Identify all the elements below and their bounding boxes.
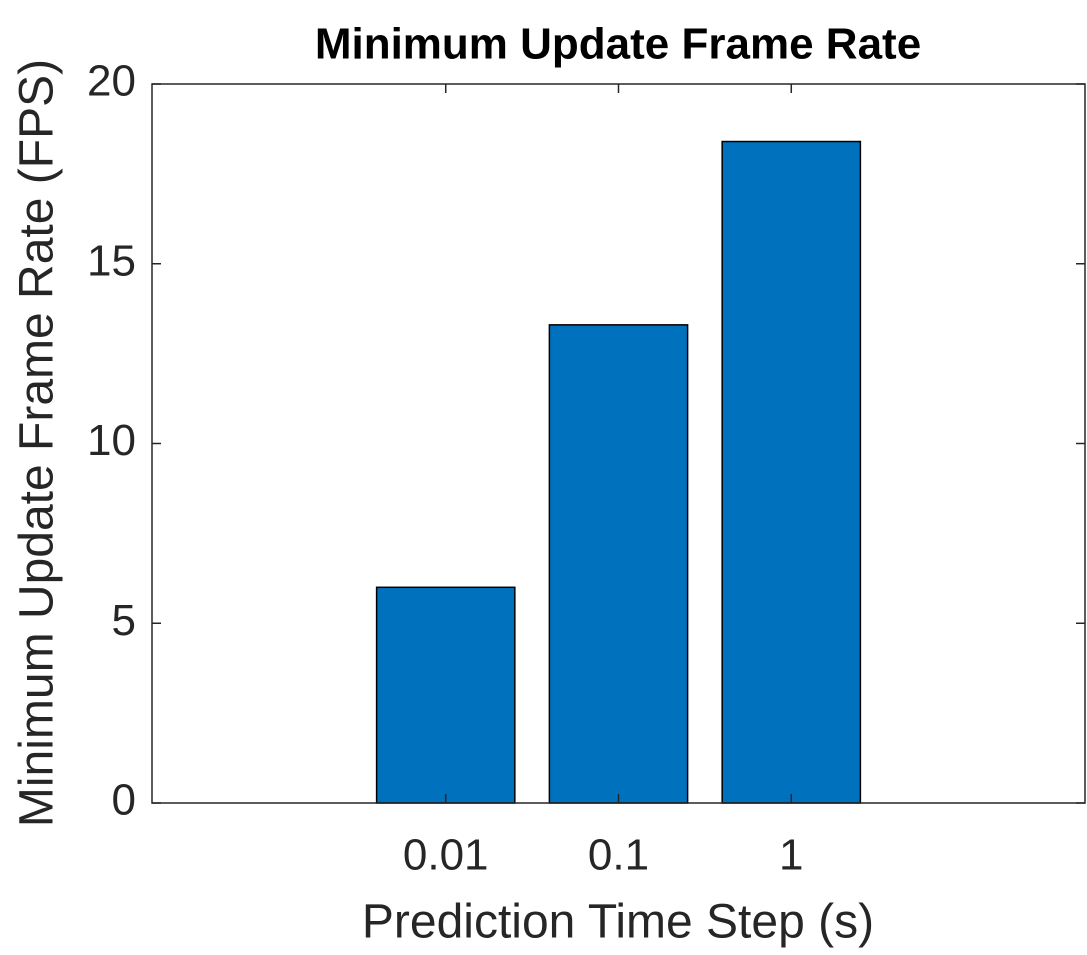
y-tick-label: 0 (112, 776, 136, 825)
y-tick-label: 5 (112, 596, 136, 645)
y-tick-label: 20 (87, 57, 136, 106)
bar (721, 140, 862, 804)
x-tick-label: 1 (779, 831, 803, 880)
x-tick-label: 0.01 (403, 831, 489, 880)
x-axis-label: Prediction Time Step (s) (362, 896, 874, 949)
y-tick-label: 15 (87, 236, 136, 285)
chart-title: Minimum Update Frame Rate (315, 20, 921, 69)
y-tick-label: 10 (87, 416, 136, 465)
bar (548, 324, 689, 804)
x-tick-label: 0.1 (588, 831, 649, 880)
y-axis-label: Minimum Update Frame Rate (FPS) (11, 59, 64, 827)
bar (375, 586, 516, 804)
plot-frame (151, 83, 1086, 804)
